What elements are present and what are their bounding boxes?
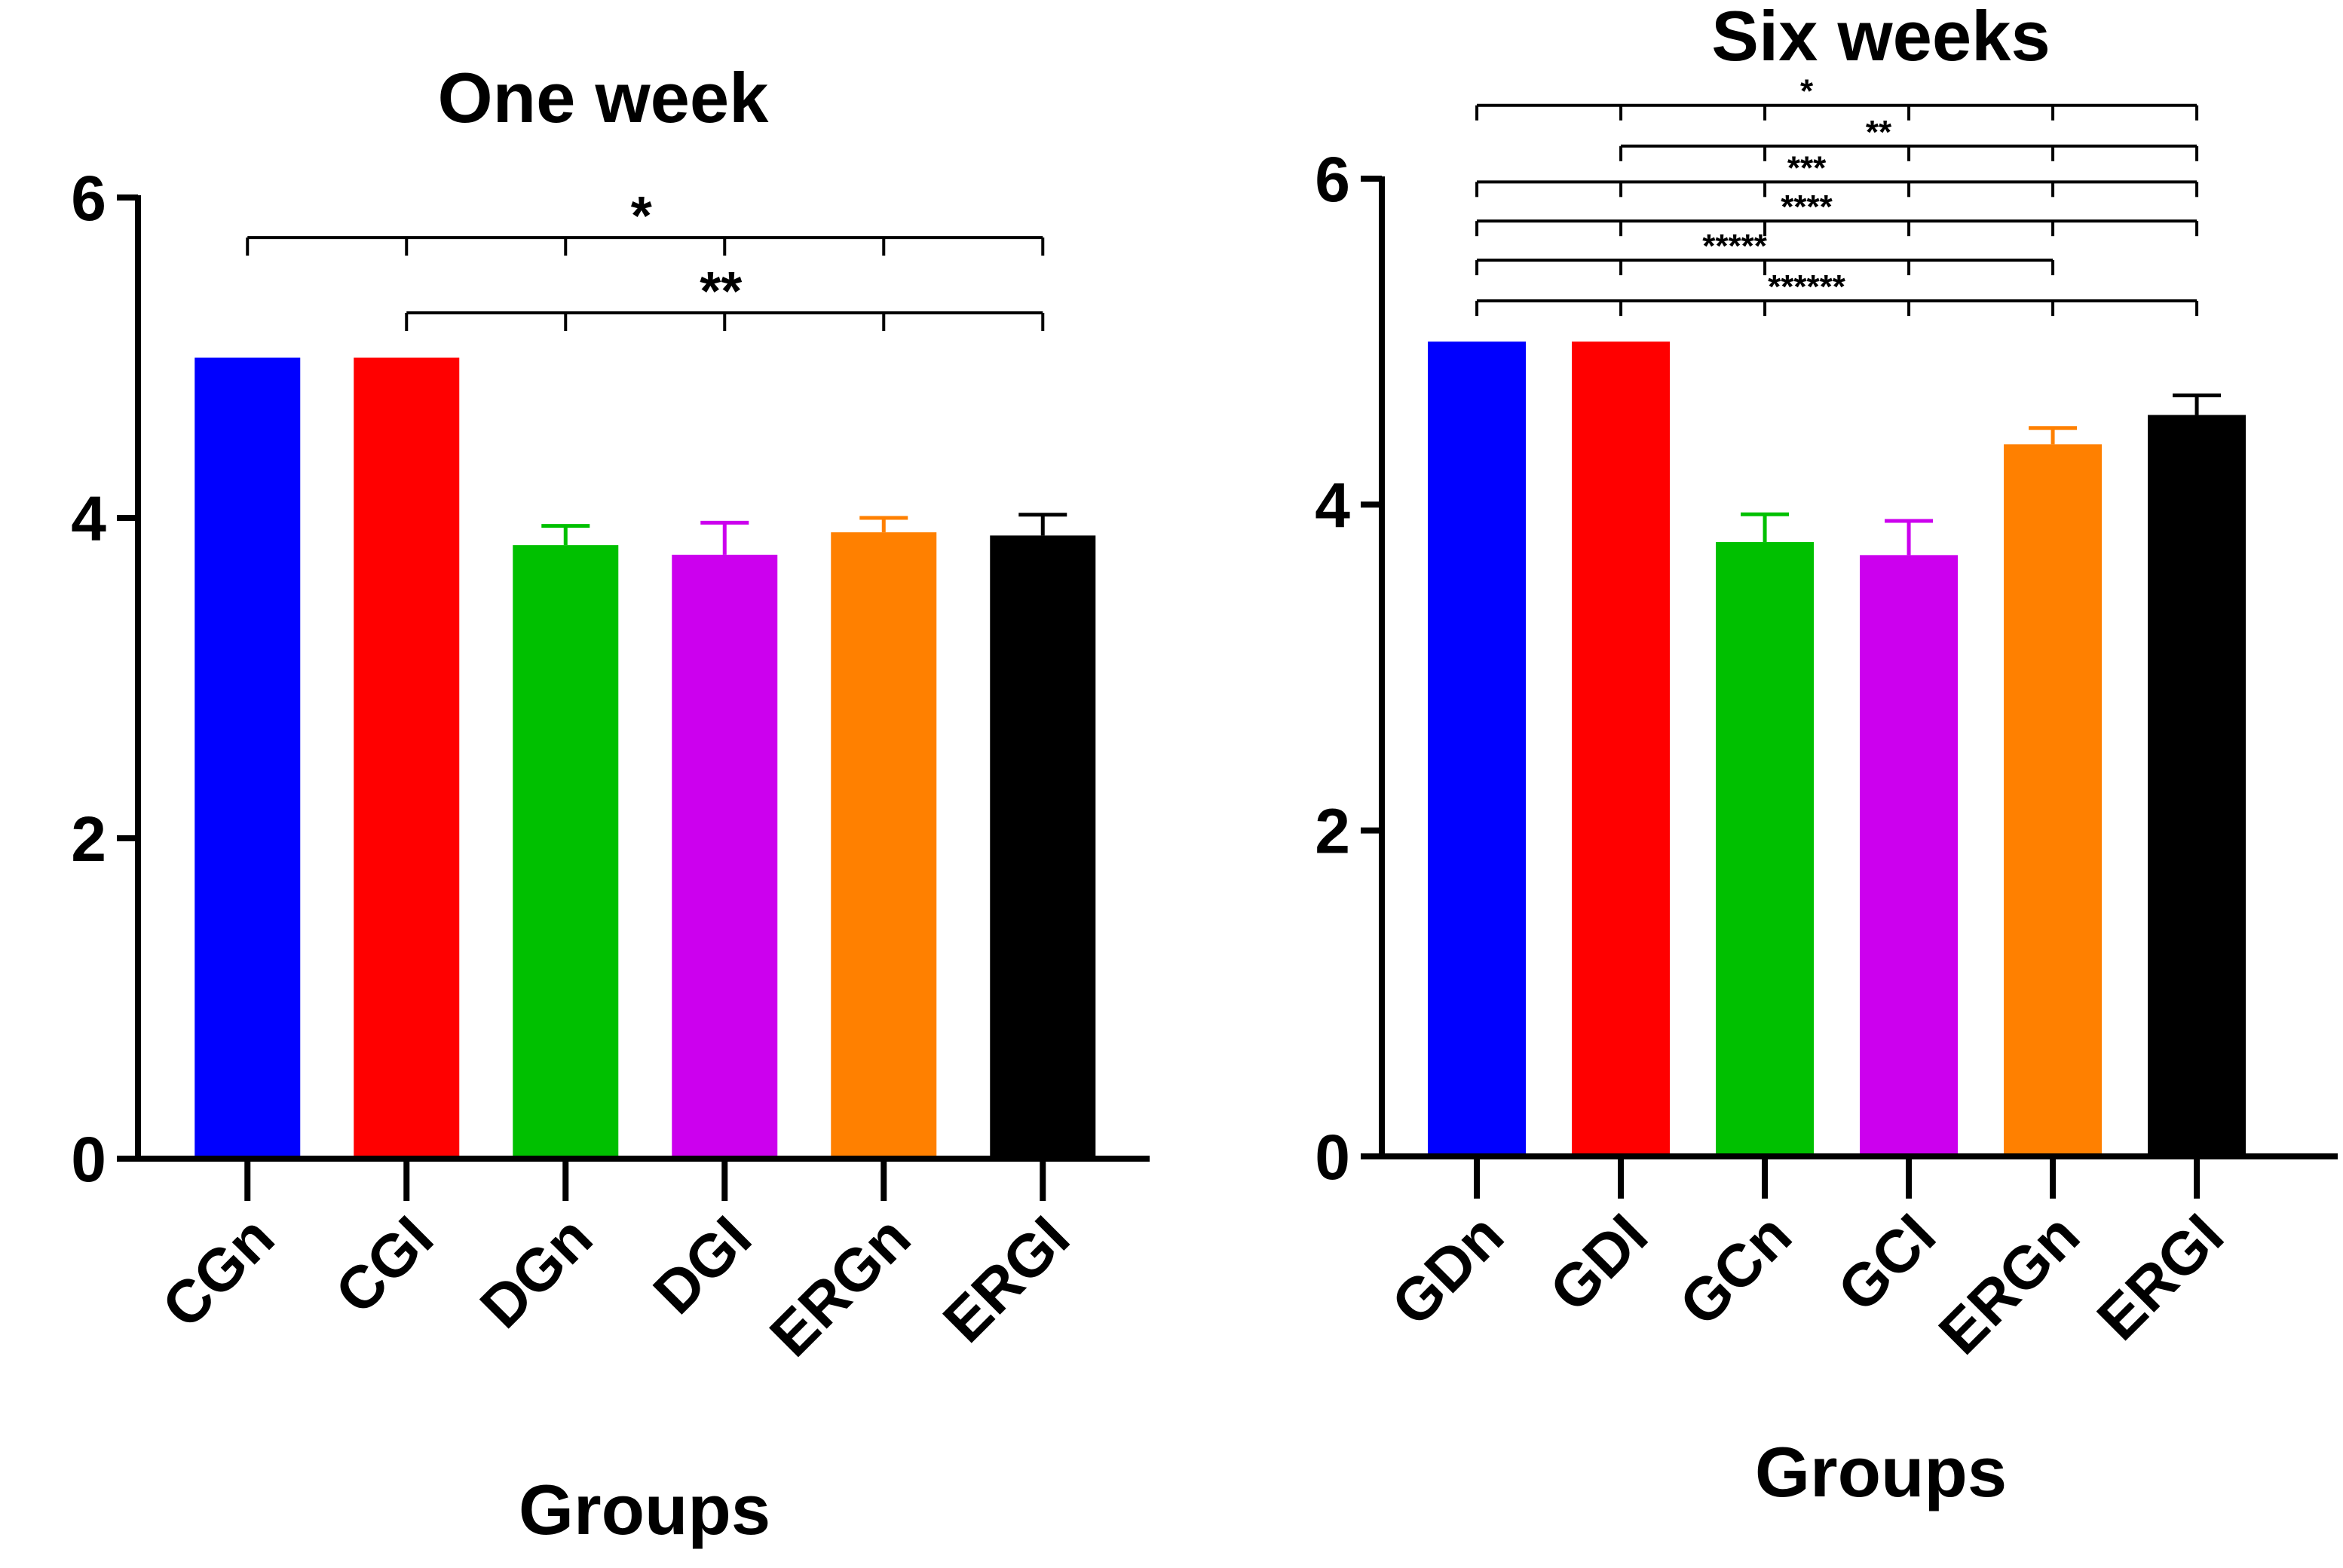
- x-tick-label: GCn: [1667, 1201, 1804, 1338]
- x-tick-label: ERGI: [930, 1203, 1082, 1355]
- y-tick-label: 4: [1315, 470, 1350, 541]
- x-axis-title: Groups: [1755, 1432, 2007, 1511]
- bar-GCI: [1860, 555, 1959, 1156]
- significance-label: **: [700, 262, 742, 322]
- x-tick-label: ERGn: [1926, 1201, 2092, 1367]
- y-tick-label: 6: [71, 163, 106, 234]
- x-tick-label: CGn: [149, 1203, 286, 1340]
- x-tick-label: ERGn: [757, 1203, 923, 1369]
- bar-ERGI: [2148, 415, 2247, 1156]
- y-tick-label: 4: [71, 483, 106, 554]
- significance-label: *: [1800, 73, 1814, 110]
- x-tick-label: CGI: [323, 1203, 446, 1327]
- bar-CGI: [354, 357, 460, 1159]
- significance-label: *: [631, 186, 652, 247]
- y-tick-label: 2: [71, 804, 106, 874]
- bar-DGI: [672, 554, 778, 1159]
- x-tick-label: DGn: [467, 1203, 605, 1340]
- bar-GCn: [1716, 542, 1815, 1156]
- chart-title: One week: [438, 58, 770, 137]
- bar-GDI: [1572, 341, 1671, 1157]
- bar-ERGI: [990, 535, 1096, 1159]
- significance-label: ******: [1768, 268, 1846, 305]
- x-tick-label: DGI: [641, 1203, 764, 1327]
- bar-DGn: [513, 545, 619, 1159]
- significance-label: **: [1866, 114, 1892, 151]
- x-tick-label: GDI: [1537, 1201, 1661, 1325]
- significance-label: *****: [1702, 228, 1767, 265]
- bar-ERGn: [2004, 444, 2103, 1156]
- significance-label: ***: [1787, 149, 1827, 186]
- y-tick-label: 0: [1315, 1122, 1350, 1193]
- chart-title: Six weeks: [1711, 0, 2050, 75]
- bar-CGn: [194, 357, 301, 1159]
- y-tick-label: 2: [1315, 796, 1350, 867]
- x-tick-label: GCI: [1825, 1201, 1949, 1325]
- x-axis-title: Groups: [519, 1470, 770, 1549]
- significance-label: ****: [1781, 188, 1833, 225]
- chart-panel-six-weeks: Six weeks Groups 0 2 4 6 GDn GDI GCn GCIERGnERG…: [1315, 0, 2338, 1511]
- x-tick-label: GDn: [1379, 1201, 1516, 1338]
- bar-GDn: [1428, 341, 1527, 1157]
- bar-ERGn: [831, 532, 937, 1159]
- y-tick-label: 6: [1315, 144, 1350, 215]
- x-tick-label: ERGI: [2084, 1201, 2236, 1352]
- y-tick-label: 0: [71, 1124, 106, 1195]
